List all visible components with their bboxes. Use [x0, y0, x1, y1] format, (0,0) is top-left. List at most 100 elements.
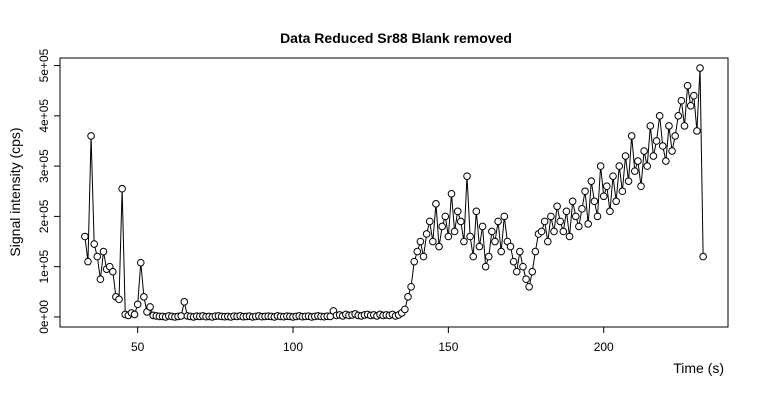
y-tick-label: 3e+05 [37, 149, 51, 183]
x-tick-label: 150 [438, 340, 458, 354]
data-point [693, 127, 701, 135]
data-point [596, 162, 605, 170]
x-tick-label: 200 [594, 340, 614, 354]
data-point [130, 310, 139, 319]
data-point [447, 189, 456, 198]
data-point [494, 217, 502, 226]
data-point [497, 247, 505, 256]
data-point [630, 167, 639, 175]
data-point [674, 112, 683, 120]
data-point [425, 217, 434, 226]
data-point [543, 237, 552, 246]
y-tick-label: 2e+05 [37, 199, 51, 233]
data-point [683, 81, 692, 90]
data-point [519, 262, 527, 271]
data-point [547, 212, 555, 221]
data-point [136, 258, 145, 267]
data-point [500, 212, 509, 221]
data-point [634, 157, 642, 165]
data-point [603, 182, 611, 191]
data-point [649, 152, 658, 160]
data-point [522, 275, 530, 284]
data-point [550, 227, 558, 236]
data-point [531, 247, 540, 256]
data-point [146, 303, 154, 311]
data-point [686, 101, 695, 110]
data-point [537, 227, 546, 236]
data-point [429, 237, 437, 246]
data-point [571, 212, 580, 221]
data-point [668, 147, 676, 155]
data-point [658, 142, 667, 150]
data-point [609, 172, 617, 180]
data-point [109, 267, 117, 276]
data-point [401, 305, 409, 314]
data-point [578, 205, 586, 213]
data-point [84, 257, 92, 266]
data-point [553, 202, 561, 211]
data-point [435, 242, 443, 251]
data-point [671, 132, 679, 140]
data-point [460, 237, 468, 246]
y-tick-label: 0e+00 [37, 300, 51, 334]
data-point [575, 222, 583, 231]
data-point [90, 240, 98, 248]
data-point [627, 132, 636, 140]
data-point [581, 187, 589, 196]
data-point [612, 197, 620, 206]
data-point [624, 177, 633, 185]
data-point [180, 298, 189, 306]
data-point [441, 212, 450, 221]
data-point [457, 217, 465, 226]
data-point [512, 267, 521, 276]
data-point [606, 207, 614, 216]
y-tick-label: 5e+05 [37, 48, 51, 82]
data-point [587, 177, 596, 185]
data-point [643, 162, 652, 170]
data-point [699, 252, 707, 261]
y-tick-label: 4e+05 [37, 99, 51, 133]
data-point [444, 232, 453, 241]
data-point [696, 64, 704, 72]
data-point [690, 91, 698, 100]
data-point [640, 147, 648, 155]
data-point [450, 227, 459, 236]
data-point [516, 247, 524, 256]
data-point [559, 227, 568, 236]
x-tick-label: 50 [131, 340, 145, 354]
data-point [565, 232, 574, 241]
data-point [140, 293, 148, 301]
data-point [133, 300, 142, 309]
data-point [484, 252, 493, 261]
data-point [416, 237, 425, 246]
data-point [593, 212, 602, 221]
data-point [621, 152, 630, 160]
data-point [432, 200, 440, 208]
data-point [509, 257, 518, 266]
data-point [562, 207, 571, 216]
data-point [556, 217, 565, 226]
data-point [637, 182, 645, 191]
data-point [475, 242, 484, 251]
data-point [469, 252, 478, 261]
data-point [652, 137, 661, 145]
chart-title: Data Reduced Sr88 Blank removed [280, 30, 512, 46]
data-point [87, 132, 95, 140]
data-point [463, 172, 471, 180]
plot-box [59, 57, 729, 328]
data-point [99, 247, 108, 256]
data-point [96, 275, 105, 284]
data-point [506, 242, 515, 251]
data-point [438, 222, 446, 231]
data-point [540, 217, 549, 226]
data-point [413, 247, 422, 256]
data-point [404, 293, 412, 301]
data-point [525, 282, 533, 291]
data-point [488, 227, 496, 236]
data-point [466, 232, 474, 241]
data-point [680, 122, 689, 130]
data-point [491, 237, 499, 246]
data-point [478, 222, 487, 231]
data-point [677, 96, 686, 105]
